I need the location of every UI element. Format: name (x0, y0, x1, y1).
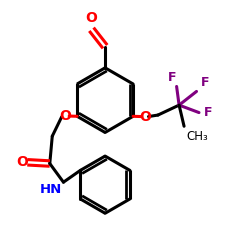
Text: F: F (201, 76, 209, 90)
Text: O: O (139, 110, 151, 124)
Text: O: O (16, 155, 28, 169)
Text: O: O (85, 11, 97, 25)
Text: F: F (168, 71, 176, 84)
Text: O: O (59, 109, 71, 123)
Text: F: F (204, 106, 212, 119)
Text: HN: HN (40, 184, 62, 196)
Text: CH₃: CH₃ (186, 130, 208, 143)
